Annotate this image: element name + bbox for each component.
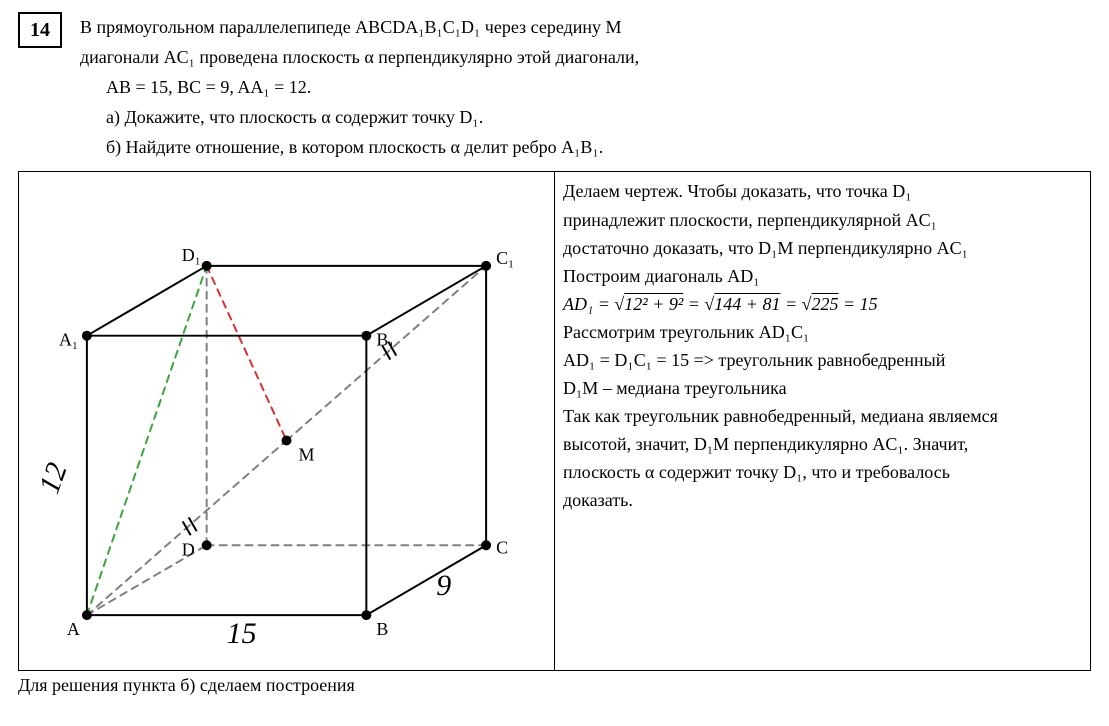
- svg-text:A: A: [67, 620, 80, 640]
- svg-text:C: C: [496, 538, 508, 558]
- sol-p8: D₁M – медиана треугольника: [563, 375, 1082, 401]
- problem-line-a: а) Докажите, что плоскость α содержит то…: [80, 104, 1091, 132]
- footer-line: Для решения пункта б) сделаем построения: [18, 675, 1091, 696]
- problem-line-1: В прямоугольном параллелепипеде ABCDA₁B₁…: [80, 14, 1091, 42]
- parallelepiped-diagram: A B C D A₁ B₁ C₁ D₁ M 15 9 12: [27, 176, 546, 665]
- problem-number-box: 14: [18, 12, 62, 48]
- sol-p2: принадлежит плоскости, перпендикулярной …: [563, 207, 1082, 233]
- svg-text:M: M: [298, 445, 314, 465]
- sol-p3: достаточно доказать, что D₁M перпендикул…: [563, 235, 1082, 261]
- ad1-prefix: AD₁ =: [563, 294, 614, 314]
- svg-text:D₁: D₁: [182, 245, 201, 265]
- eq1: =: [683, 294, 704, 314]
- eq3: = 15: [839, 294, 878, 314]
- solution-text-cell: Делаем чертеж. Чтобы доказать, что точка…: [555, 172, 1091, 670]
- eq2: =: [780, 294, 801, 314]
- svg-text:15: 15: [227, 618, 257, 651]
- sol-p9: Так как треугольник равнобедренный, меди…: [563, 403, 1082, 429]
- sol-p6: Рассмотрим треугольник AD₁C₁: [563, 319, 1082, 345]
- sol-p4: Построим диагональ AD₁: [563, 263, 1082, 289]
- problem-line-2: диагонали AC₁ проведена плоскость α перп…: [80, 44, 1091, 72]
- sqrt3: 225: [812, 294, 839, 314]
- svg-text:C₁: C₁: [496, 248, 514, 268]
- sqrt2: 144 + 81: [714, 294, 780, 314]
- svg-text:12: 12: [33, 459, 74, 498]
- solution-table: A B C D A₁ B₁ C₁ D₁ M 15 9 12 Делаем чертеж. Чтобы …: [18, 171, 1091, 670]
- svg-text:B: B: [376, 620, 388, 640]
- svg-text:A₁: A₁: [59, 330, 78, 350]
- sol-p10: высотой, значит, D₁M перпендикулярно AC₁…: [563, 431, 1082, 457]
- problem-header: 14 В прямоугольном параллелепипеде ABCDA…: [18, 12, 1091, 163]
- sqrt1: 12² + 9²: [624, 294, 683, 314]
- problem-statement: В прямоугольном параллелепипеде ABCDA₁B₁…: [80, 12, 1091, 163]
- diagram-cell: A B C D A₁ B₁ C₁ D₁ M 15 9 12: [19, 172, 555, 670]
- sol-p1: Делаем чертеж. Чтобы доказать, что точка…: [563, 178, 1082, 204]
- svg-text:9: 9: [436, 570, 451, 603]
- sol-p5-math: AD₁ = √12² + 9² = √144 + 81 = √225 = 15: [563, 291, 1082, 317]
- problem-line-3: AB = 15, BC = 9, AA₁ = 12.: [80, 74, 1091, 102]
- svg-text:D: D: [182, 540, 195, 560]
- problem-number: 14: [30, 19, 50, 42]
- sol-p12: доказать.: [563, 487, 1082, 513]
- sol-p11: плоскость α содержит точку D₁, что и тре…: [563, 459, 1082, 485]
- problem-line-b: б) Найдите отношение, в котором плоскост…: [80, 134, 1091, 162]
- svg-text:B₁: B₁: [376, 330, 394, 350]
- sol-p7: AD₁ = D₁C₁ = 15 => треугольник равнобедр…: [563, 347, 1082, 373]
